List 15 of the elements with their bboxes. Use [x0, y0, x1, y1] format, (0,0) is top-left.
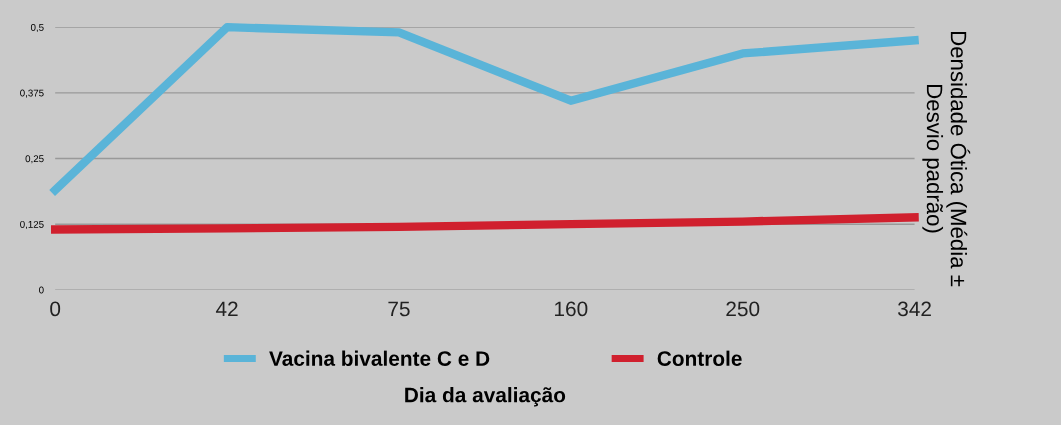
- y-tick-label: 0,125: [20, 220, 44, 229]
- x-tick-label: 342: [898, 301, 931, 317]
- x-axis-title: Dia da avaliação: [405, 387, 566, 407]
- legend-label: Vacina bivalente C e D: [269, 350, 490, 366]
- y-tick-label: 0,375: [20, 89, 44, 98]
- x-tick-label: 42: [215, 301, 238, 317]
- y-tick-label: 0: [39, 286, 44, 294]
- x-tick-label: 250: [726, 301, 760, 317]
- y-tick-label: 0,5: [30, 23, 44, 32]
- y-tick-label: 0,25: [25, 155, 44, 164]
- x-tick-label: 75: [388, 301, 410, 317]
- x-tick-label: 0: [50, 301, 61, 317]
- legend-label: Controle: [657, 350, 742, 366]
- y-axis-title: Densidade Ótica (Média ± Desvio padrão): [922, 31, 971, 287]
- x-tick-label: 160: [555, 301, 588, 317]
